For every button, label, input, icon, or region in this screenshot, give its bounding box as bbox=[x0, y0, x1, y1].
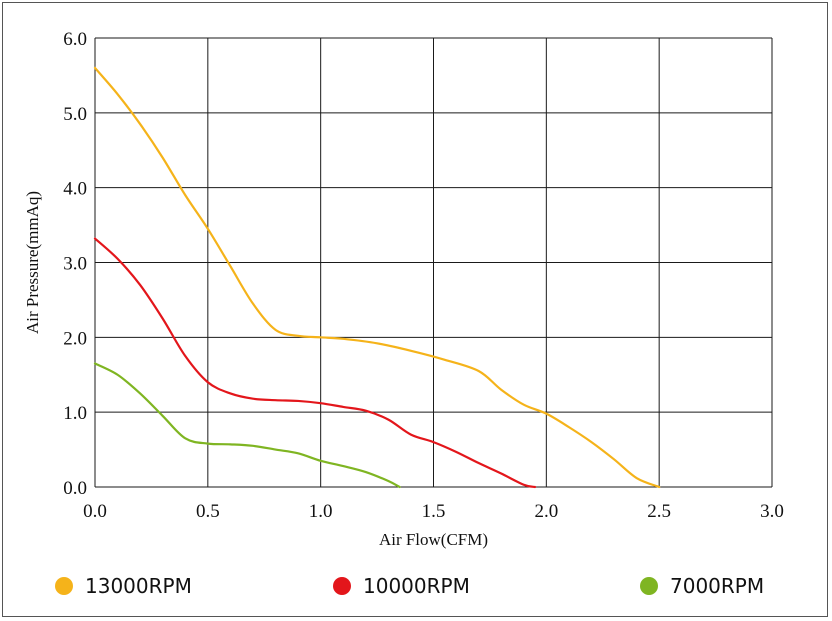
legend-dot bbox=[640, 577, 658, 595]
grid bbox=[94, 37, 773, 488]
y-tick-label: 5.0 bbox=[63, 104, 87, 125]
series-line-7000rpm bbox=[93, 362, 401, 489]
legend-item-7000rpm: 7000RPM bbox=[640, 566, 764, 606]
legend-dot bbox=[333, 577, 351, 595]
y-axis-label: Air Pressure(mmAq) bbox=[23, 191, 42, 334]
x-tick-label: 1.0 bbox=[309, 501, 333, 522]
x-tick-label: 0.0 bbox=[83, 501, 107, 522]
x-tick-label: 3.0 bbox=[760, 501, 784, 522]
legend-item-13000rpm: 13000RPM bbox=[55, 566, 192, 606]
legend-dot bbox=[55, 577, 73, 595]
legend: 13000RPM 10000RPM 7000RPM bbox=[0, 566, 832, 606]
series-lines bbox=[93, 66, 661, 489]
legend-label: 10000RPM bbox=[363, 574, 470, 598]
x-tick-label: 2.0 bbox=[534, 501, 558, 522]
legend-item-10000rpm: 10000RPM bbox=[333, 566, 470, 606]
x-tick-label: 0.5 bbox=[196, 501, 220, 522]
series-line-13000rpm bbox=[93, 66, 661, 489]
y-tick-label: 3.0 bbox=[63, 254, 87, 275]
x-tick-label: 1.5 bbox=[422, 501, 446, 522]
tick-labels: 0.0 0.5 1.0 1.5 2.0 2.5 3.0 0.0 1.0 2.0 3.0 4.0 5.0 6… bbox=[63, 29, 784, 522]
y-tick-label: 4.0 bbox=[63, 179, 87, 200]
legend-label: 7000RPM bbox=[670, 574, 765, 598]
y-tick-label: 1.0 bbox=[63, 403, 87, 424]
series-line-10000rpm bbox=[93, 237, 537, 489]
x-axis-label: Air Flow(CFM) bbox=[379, 530, 488, 549]
x-tick-label: 2.5 bbox=[647, 501, 671, 522]
legend-label: 13000RPM bbox=[85, 574, 192, 598]
y-tick-label: 2.0 bbox=[63, 328, 87, 349]
y-tick-label: 6.0 bbox=[63, 29, 87, 50]
y-tick-label: 0.0 bbox=[63, 478, 87, 499]
